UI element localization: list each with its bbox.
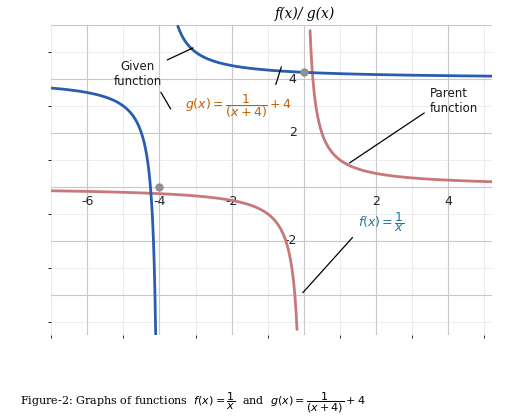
Text: Parent
function: Parent function xyxy=(430,87,478,115)
Text: Figure-2: Graphs of functions  $f\left(x\right)=\dfrac{1}{x}$  and  $g\left(x\ri: Figure-2: Graphs of functions $f\left(x\… xyxy=(20,391,366,415)
Text: 2: 2 xyxy=(289,127,296,140)
Text: 4: 4 xyxy=(444,195,452,208)
Text: $g\left(x\right)=\dfrac{1}{\left(x+4\right)}+4$: $g\left(x\right)=\dfrac{1}{\left(x+4\rig… xyxy=(185,92,292,120)
Text: -2: -2 xyxy=(284,234,296,247)
Text: $f\left(x\right)=\dfrac{1}{x}$: $f\left(x\right)=\dfrac{1}{x}$ xyxy=(358,210,405,234)
Text: -4: -4 xyxy=(153,195,166,208)
Text: 2: 2 xyxy=(372,195,380,208)
Text: -6: -6 xyxy=(81,195,94,208)
Text: Given
function: Given function xyxy=(114,48,193,88)
Text: -2: -2 xyxy=(225,195,238,208)
Text: f(x)/ g(x): f(x)/ g(x) xyxy=(274,7,335,21)
Text: 4: 4 xyxy=(289,72,296,85)
